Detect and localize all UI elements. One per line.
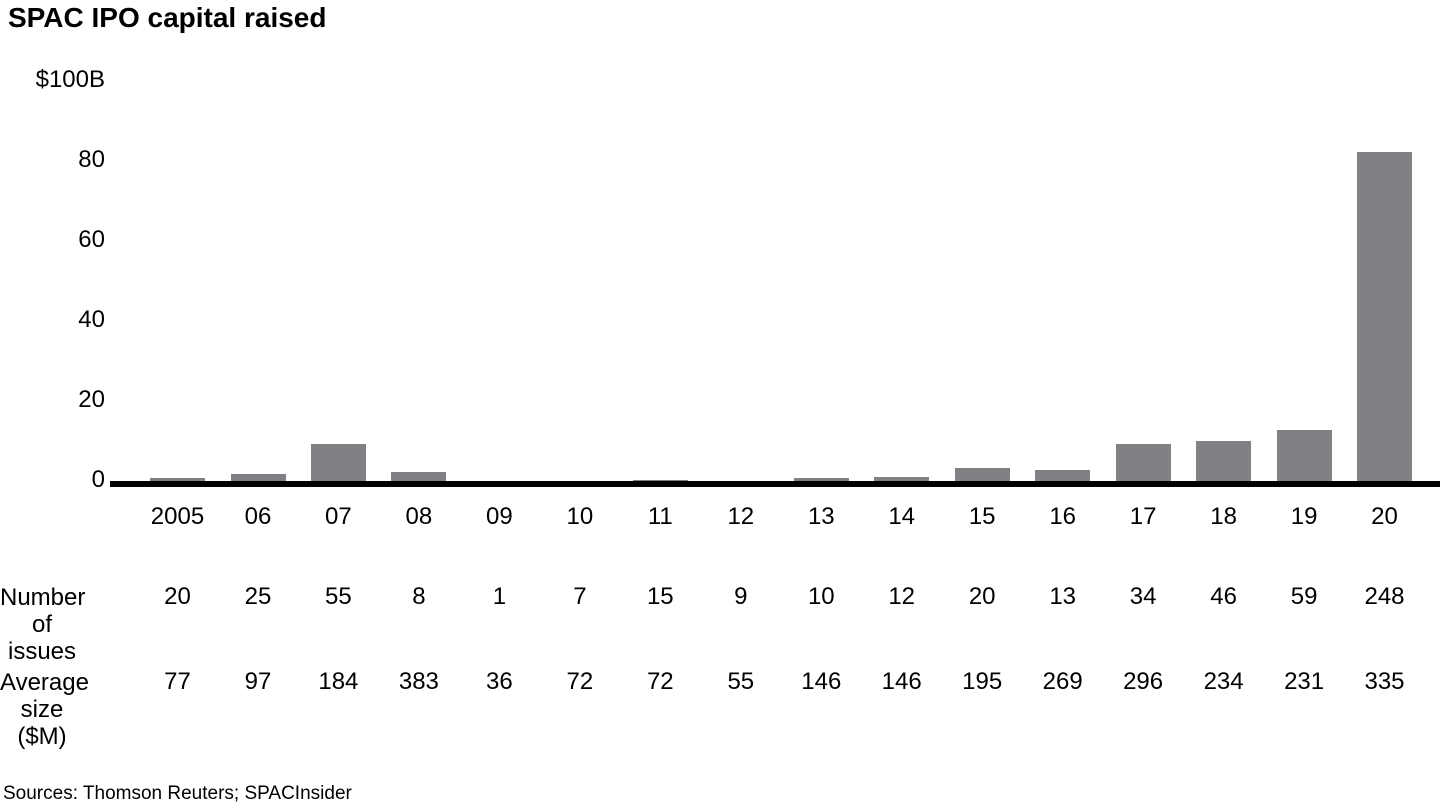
x-tick-label: 17 <box>1129 503 1157 530</box>
table-row-label: Average size ($M) <box>0 669 89 750</box>
y-tick-label: 80 <box>78 146 105 173</box>
table-cell: 146 <box>881 668 922 695</box>
x-tick-label: 09 <box>486 503 513 530</box>
table-cell: 72 <box>646 668 674 695</box>
table-cell: 195 <box>962 668 1003 695</box>
table-cell: 383 <box>398 668 439 695</box>
table-row-label: Number of issues <box>0 584 86 665</box>
x-tick-label: 16 <box>1049 503 1077 530</box>
table-cell: 55 <box>325 583 352 610</box>
x-tick-label: 06 <box>244 503 272 530</box>
table-cell: 184 <box>318 668 359 695</box>
bar <box>874 477 930 484</box>
table-row-label-line2: of issues <box>7 611 77 665</box>
table-cell: 335 <box>1364 668 1405 695</box>
table-cell: 34 <box>1129 583 1157 610</box>
table-cell: 55 <box>727 668 755 695</box>
chart-title: SPAC IPO capital raised <box>8 2 327 33</box>
x-tick-label: 13 <box>807 503 835 530</box>
x-tick-label: 14 <box>888 503 916 530</box>
y-tick-label: 40 <box>78 306 105 333</box>
table-cell: 72 <box>566 668 594 695</box>
x-tick-label: 10 <box>566 503 594 530</box>
bar <box>1035 470 1091 484</box>
bar <box>1276 430 1332 484</box>
x-tick-label: 20 <box>1371 503 1398 530</box>
x-axis-line <box>110 481 1440 487</box>
bar <box>954 468 1010 484</box>
y-axis-unit-label: $100B <box>35 66 105 93</box>
table-cell: 1 <box>492 583 507 610</box>
table-cell: 12 <box>888 583 916 610</box>
table-cell: 296 <box>1123 668 1164 695</box>
table-cell: 77 <box>164 668 191 695</box>
bar <box>230 474 286 484</box>
table-cell: 59 <box>1290 583 1318 610</box>
table-cell: 20 <box>164 583 191 610</box>
bar <box>1115 444 1171 484</box>
x-tick-label: 07 <box>325 503 352 530</box>
y-tick-label: 20 <box>78 386 105 413</box>
x-tick-label: 2005 <box>150 503 205 530</box>
table-cell: 46 <box>1210 583 1237 610</box>
table-cell: 234 <box>1203 668 1244 695</box>
bar <box>1357 152 1412 484</box>
table-cell: 9 <box>734 583 748 610</box>
x-tick-label: 08 <box>405 503 433 530</box>
table-cell: 7 <box>573 583 587 610</box>
bar <box>1196 441 1252 484</box>
x-tick-label: 15 <box>968 503 996 530</box>
x-tick-label: 12 <box>727 503 755 530</box>
table-cell: 36 <box>486 668 513 695</box>
y-tick-label: 60 <box>78 226 105 253</box>
table-cell: 10 <box>807 583 835 610</box>
table-cell: 25 <box>244 583 272 610</box>
table-row-label-line2: size ($M) <box>17 696 67 750</box>
x-tick-label: 19 <box>1290 503 1318 530</box>
table-cell: 146 <box>801 668 842 695</box>
table-row-label-line1: Average <box>0 669 89 696</box>
table-cell: 231 <box>1284 668 1325 695</box>
x-tick-label: 11 <box>647 503 673 530</box>
source-note: Sources: Thomson Reuters; SPACInsider <box>3 783 352 804</box>
x-tick-label: 18 <box>1210 503 1237 530</box>
table-cell: 15 <box>646 583 674 610</box>
table-cell: 8 <box>412 583 426 610</box>
y-tick-label: 0 <box>91 466 105 493</box>
table-cell: 248 <box>1364 583 1405 610</box>
table-cell: 13 <box>1049 583 1077 610</box>
table-cell: 269 <box>1042 668 1083 695</box>
bar <box>310 444 366 484</box>
table-cell: 97 <box>244 668 272 695</box>
table-row-label-line1: Number <box>0 584 86 611</box>
table-cell: 20 <box>968 583 996 610</box>
